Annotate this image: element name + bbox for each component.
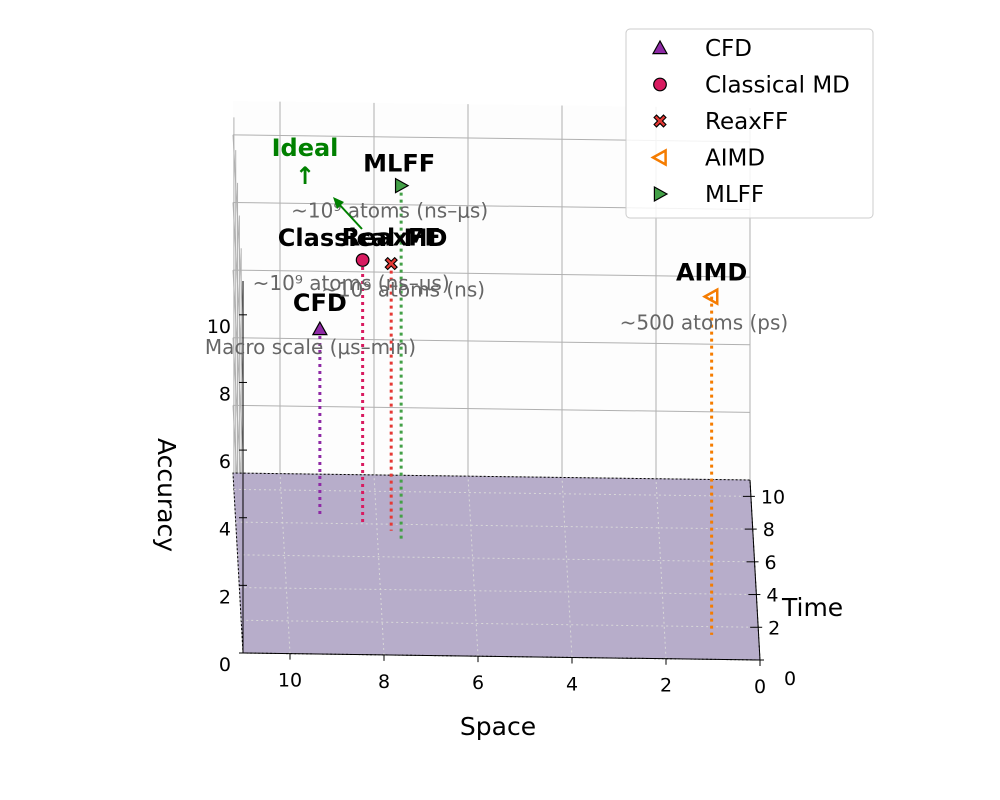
accuracy-tick-label-2: 2 bbox=[219, 586, 231, 608]
accuracy-tick-label-0: 0 bbox=[219, 654, 231, 676]
legend-marker-classical-md bbox=[653, 77, 667, 92]
point-label-cfd: CFD bbox=[293, 289, 347, 317]
legend-marker-aimd bbox=[650, 148, 667, 167]
floor-grid-x-8 bbox=[373, 474, 385, 655]
legend-label-reaxff: ReaxFF bbox=[705, 109, 788, 135]
point-label-mlff: MLFF bbox=[363, 150, 435, 178]
legend-label-classical-md: Classical MD bbox=[705, 73, 850, 99]
floor-grid-x-2 bbox=[655, 478, 667, 659]
legend-marker-reaxff bbox=[653, 114, 667, 128]
accuracy-tick-label-10: 10 bbox=[207, 316, 231, 338]
time-tick-label-8: 8 bbox=[763, 519, 775, 541]
ideal-direction-arrowhead bbox=[333, 197, 344, 209]
base-plane bbox=[232, 472, 761, 661]
legend-label-cfd: CFD bbox=[705, 36, 752, 62]
accuracy-tick-label-4: 4 bbox=[219, 519, 231, 541]
space-tick-label-6: 6 bbox=[472, 672, 484, 694]
annotation-reaxff: ~10⁹ atoms (ns) bbox=[321, 278, 485, 302]
back-wall-pane bbox=[233, 101, 750, 480]
space-tick-label-8: 8 bbox=[378, 671, 390, 693]
floor-grid-y-2 bbox=[241, 619, 759, 628]
accuracy-axis-title: Accuracy bbox=[152, 438, 181, 552]
time-axis-title: Time bbox=[781, 593, 843, 622]
legend-marker-cfd bbox=[651, 39, 669, 55]
data-points bbox=[311, 177, 719, 336]
floor-grid-y-8 bbox=[235, 521, 753, 530]
base-plane-surface bbox=[232, 472, 761, 661]
floor-grid-y-6 bbox=[237, 554, 755, 563]
time-tick-label-0: 0 bbox=[784, 668, 796, 690]
legend-label-aimd: AIMD bbox=[705, 146, 765, 172]
time-tick-label-2: 2 bbox=[768, 617, 780, 639]
marker-classical-md bbox=[355, 253, 370, 267]
annotation-mlff: ~10⁹ atoms (ns–μs) bbox=[291, 199, 488, 223]
ideal-label: Ideal bbox=[272, 134, 339, 162]
point-label-reaxff: ReaxFF bbox=[342, 224, 441, 252]
annotation-classical-md: ~10⁹ atoms (ns–μs) bbox=[253, 271, 450, 295]
legend-label-mlff: MLFF bbox=[705, 182, 764, 208]
ideal-direction-arrow bbox=[337, 202, 363, 230]
ideal-arrow-glyph: ↑ bbox=[295, 162, 315, 190]
marker-mlff bbox=[394, 177, 410, 194]
marker-aimd bbox=[702, 287, 719, 306]
accuracy-tick-label-6: 6 bbox=[219, 451, 231, 473]
accuracy-tick-label-8: 8 bbox=[219, 383, 231, 405]
annotation-aimd: ~500 atoms (ps) bbox=[620, 311, 789, 335]
space-tick-label-10: 10 bbox=[278, 670, 302, 692]
space-tick-label-4: 4 bbox=[566, 673, 578, 695]
time-tick-label-6: 6 bbox=[765, 552, 777, 574]
space-tick-label-2: 2 bbox=[660, 675, 672, 697]
legend: CFD Classical MD ReaxFF AIMD MLFF bbox=[625, 28, 874, 219]
legend-box bbox=[625, 28, 874, 219]
floor-grid-x-6 bbox=[467, 476, 479, 657]
point-label-aimd: AIMD bbox=[676, 259, 747, 287]
time-tick-label-4: 4 bbox=[766, 585, 778, 607]
axes: 0 2 4 6 8 10 0 2 4 6 8 10 0 2 4 6 8 10 bbox=[207, 281, 796, 698]
gridline-back-wall-z-6 bbox=[232, 269, 751, 278]
marker-reaxff bbox=[384, 256, 398, 271]
space-axis-line bbox=[242, 652, 761, 661]
axis-titles: Space Time Accuracy bbox=[152, 438, 843, 741]
legend-marker-mlff bbox=[653, 185, 669, 203]
point-label-classical-md: Classical MD bbox=[278, 224, 448, 252]
floor-grid-y-4 bbox=[239, 587, 757, 596]
ideal-marker: Ideal↑ bbox=[272, 134, 363, 230]
time-axis-line bbox=[749, 479, 761, 661]
floor-grid-x-10 bbox=[279, 473, 291, 654]
annotation-cfd: Macro scale (μs–min) bbox=[205, 335, 416, 359]
drop-lines bbox=[318, 185, 714, 635]
floor-grid-x-4 bbox=[561, 477, 573, 658]
space-axis-title: Space bbox=[460, 712, 536, 741]
time-tick-label-10: 10 bbox=[761, 486, 785, 508]
marker-cfd bbox=[311, 320, 328, 336]
space-tick-label-0: 0 bbox=[754, 676, 766, 698]
